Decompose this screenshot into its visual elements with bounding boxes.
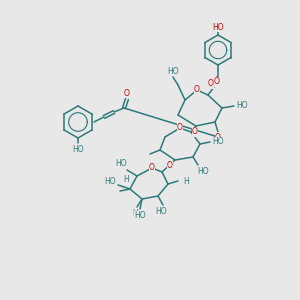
- Text: HO: HO: [212, 22, 224, 32]
- Text: O: O: [215, 133, 221, 142]
- Text: O: O: [194, 85, 200, 94]
- Text: HO: HO: [197, 167, 209, 176]
- Text: O: O: [192, 128, 198, 136]
- Text: HO: HO: [115, 160, 127, 169]
- Text: O: O: [167, 161, 173, 170]
- Text: HO: HO: [134, 212, 146, 220]
- Text: O: O: [124, 88, 130, 98]
- Text: O: O: [208, 80, 214, 88]
- Text: HO: HO: [167, 67, 179, 76]
- Text: O: O: [214, 77, 220, 86]
- Text: HO: HO: [236, 101, 248, 110]
- Text: H: H: [123, 175, 129, 184]
- Text: H: H: [183, 176, 189, 185]
- Text: HO: HO: [212, 137, 224, 146]
- Text: O: O: [177, 124, 183, 133]
- Text: O: O: [149, 164, 155, 172]
- Text: H: H: [132, 209, 138, 218]
- Text: HO: HO: [155, 208, 167, 217]
- Text: HO: HO: [104, 178, 116, 187]
- Text: HO: HO: [72, 145, 84, 154]
